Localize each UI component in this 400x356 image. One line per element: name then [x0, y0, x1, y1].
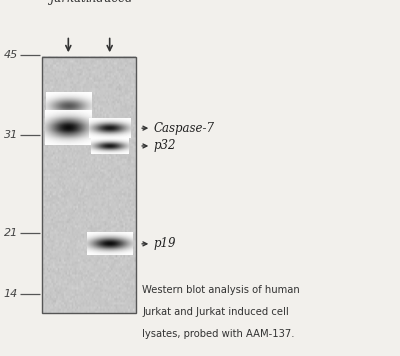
Text: Jurkat
induced: Jurkat induced [86, 0, 134, 5]
Text: Jurkat and Jurkat induced cell: Jurkat and Jurkat induced cell [142, 307, 289, 317]
Bar [42, 57, 136, 313]
Text: Caspase-7: Caspase-7 [153, 122, 214, 135]
Text: 21: 21 [4, 228, 18, 238]
Text: Western blot analysis of human: Western blot analysis of human [142, 285, 300, 295]
Text: p32: p32 [153, 140, 176, 152]
Text: 14: 14 [4, 289, 18, 299]
Text: 31: 31 [4, 130, 18, 140]
Text: lysates, probed with AAM-137.: lysates, probed with AAM-137. [142, 329, 294, 339]
Text: 45: 45 [4, 50, 18, 60]
Text: p19: p19 [153, 237, 176, 250]
Text: Jurkat: Jurkat [50, 0, 87, 5]
